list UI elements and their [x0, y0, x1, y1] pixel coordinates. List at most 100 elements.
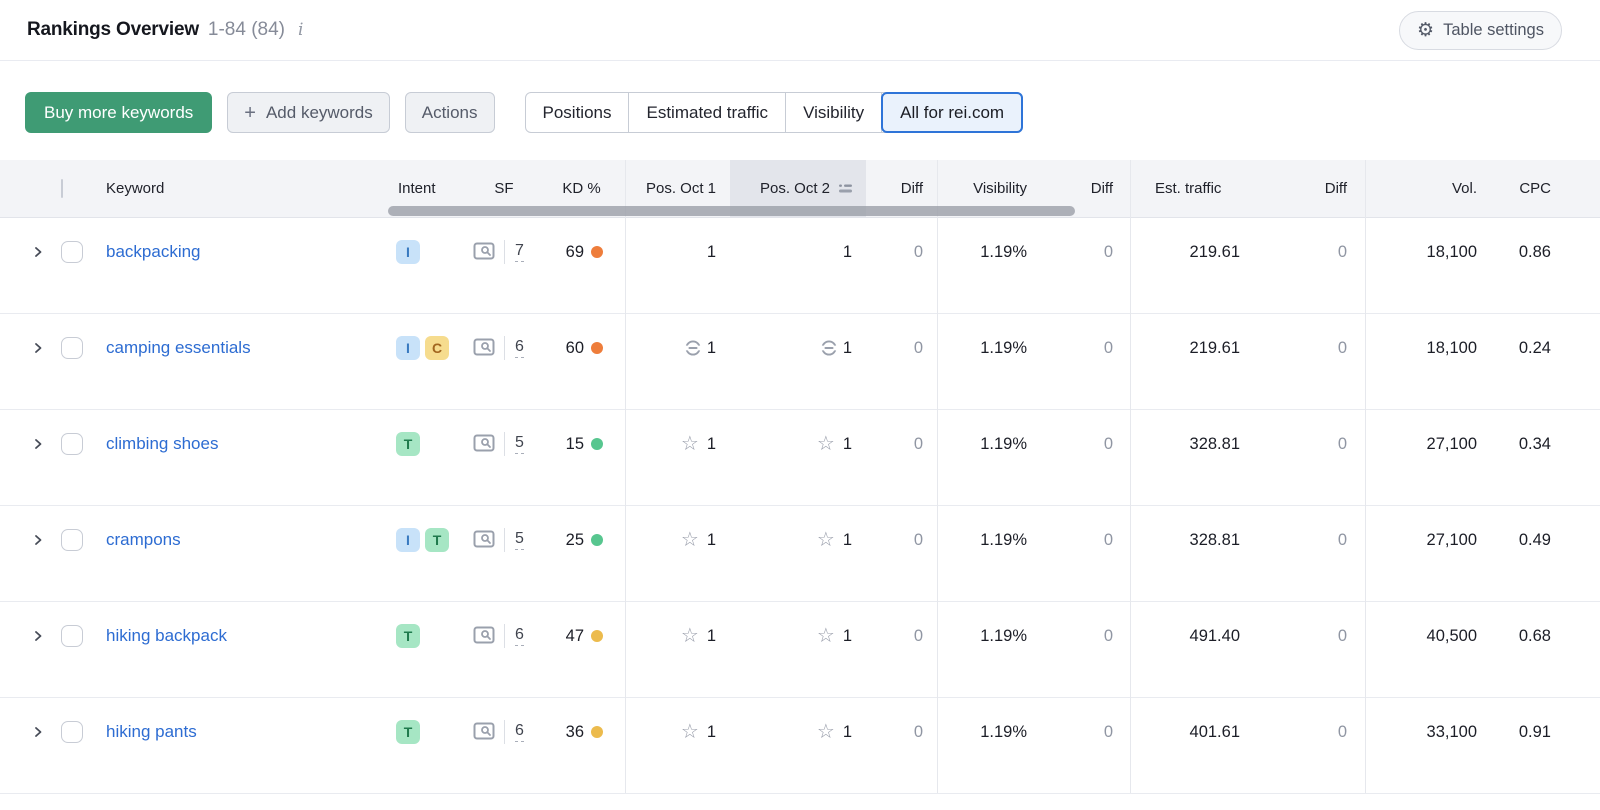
kd-dot — [591, 342, 603, 354]
sort-descending-icon — [839, 184, 852, 192]
divider — [504, 432, 505, 456]
volume-value: 18,100 — [1426, 338, 1477, 357]
star-icon: ☆ — [680, 529, 699, 551]
kd-dot — [591, 246, 603, 258]
page-title: Rankings Overview — [27, 19, 199, 40]
intent-badge-transactional[interactable]: T — [396, 720, 420, 744]
tab-all-for-domain[interactable]: All for rei.com — [881, 92, 1024, 133]
intent-badge-informational[interactable]: I — [396, 528, 420, 552]
table-row[interactable]: camping essentials I C 6 60 1 1 0 1.19% … — [0, 314, 1600, 410]
expand-chevron-icon[interactable] — [32, 534, 44, 546]
intent-badge-transactional[interactable]: T — [425, 528, 449, 552]
star-icon: ☆ — [680, 625, 699, 647]
gear-icon: ⚙ — [1417, 19, 1435, 41]
pos-diff-value: 0 — [913, 722, 923, 741]
expand-chevron-icon[interactable] — [32, 726, 44, 738]
row-checkbox[interactable] — [61, 337, 83, 359]
col-header-est-traffic[interactable]: Est. traffic — [1155, 180, 1222, 197]
keyword-link[interactable]: hiking pants — [106, 722, 197, 741]
pos-diff-value: 0 — [913, 434, 923, 453]
traffic-diff-value: 0 — [1337, 242, 1347, 261]
visibility-diff-value: 0 — [1103, 434, 1113, 453]
expand-chevron-icon[interactable] — [32, 438, 44, 450]
row-checkbox[interactable] — [61, 721, 83, 743]
table-row[interactable]: climbing shoes T 5 15 ☆ 1 ☆ 1 0 1.19% 0 32… — [0, 410, 1600, 506]
intent-badge-informational[interactable]: I — [396, 240, 420, 264]
serp-features-count[interactable]: 5 — [515, 530, 524, 550]
serp-features-icon — [473, 434, 495, 452]
keyword-link[interactable]: camping essentials — [106, 338, 251, 357]
col-header-cpc[interactable]: CPC — [1519, 180, 1551, 197]
visibility-value: 1.19% — [980, 722, 1027, 741]
intent-badge-informational[interactable]: I — [396, 336, 420, 360]
traffic-diff-value: 0 — [1337, 338, 1347, 357]
table-row[interactable]: hiking pants T 6 36 ☆ 1 ☆ 1 0 1.19% 0 401.… — [0, 698, 1600, 794]
horizontal-scrollbar[interactable] — [388, 206, 1075, 216]
row-checkbox[interactable] — [61, 625, 83, 647]
serp-features-count[interactable]: 6 — [515, 338, 524, 358]
intent-badge-transactional[interactable]: T — [396, 432, 420, 456]
expand-chevron-icon[interactable] — [32, 246, 44, 258]
keyword-link[interactable]: climbing shoes — [106, 434, 219, 453]
star-icon: ☆ — [816, 625, 835, 647]
pos-oct2-value: 1 — [842, 434, 852, 453]
serp-features-count[interactable]: 7 — [515, 242, 524, 262]
cpc-value: 0.86 — [1518, 242, 1551, 261]
col-header-pos-oct1[interactable]: Pos. Oct 1 — [645, 180, 716, 197]
intent-badge-commercial[interactable]: C — [425, 336, 449, 360]
col-header-volume[interactable]: Vol. — [1451, 180, 1477, 197]
serp-features-icon — [473, 626, 495, 644]
col-header-diff-pos[interactable]: Diff — [900, 180, 923, 197]
traffic-diff-value: 0 — [1337, 434, 1347, 453]
expand-chevron-icon[interactable] — [32, 342, 44, 354]
star-icon: ☆ — [680, 433, 699, 455]
serp-features-count[interactable]: 6 — [515, 722, 524, 742]
divider — [504, 528, 505, 552]
view-tabs: Positions Estimated traffic Visibility A… — [524, 92, 1024, 133]
rankings-table: Keyword Intent SF KD % Pos. Oct 1 Pos. O… — [0, 160, 1600, 794]
kd-value: 36 — [565, 722, 584, 741]
link-icon — [683, 340, 702, 356]
buy-more-keywords-button[interactable]: Buy more keywords — [25, 92, 213, 133]
col-header-intent[interactable]: Intent — [398, 180, 436, 197]
info-icon[interactable]: i — [298, 20, 304, 40]
tab-estimated-traffic[interactable]: Estimated traffic — [629, 93, 787, 132]
table-settings-button[interactable]: ⚙ Table settings — [1399, 10, 1562, 50]
add-keywords-button[interactable]: + Add keywords — [227, 92, 390, 133]
serp-features-icon — [473, 338, 495, 356]
kd-value: 69 — [565, 242, 584, 261]
keyword-link[interactable]: crampons — [106, 530, 181, 549]
actions-button[interactable]: Actions — [404, 92, 495, 133]
col-header-diff-visibility[interactable]: Diff — [1090, 180, 1113, 197]
table-row[interactable]: crampons I T 5 25 ☆ 1 ☆ 1 0 1.19% 0 328.81… — [0, 506, 1600, 602]
star-icon: ☆ — [680, 721, 699, 743]
serp-features-count[interactable]: 6 — [515, 626, 524, 646]
row-checkbox[interactable] — [61, 529, 83, 551]
tab-visibility[interactable]: Visibility — [786, 93, 883, 132]
col-header-diff-traffic[interactable]: Diff — [1324, 180, 1347, 197]
select-all-checkbox[interactable] — [61, 179, 63, 198]
pos-diff-value: 0 — [913, 530, 923, 549]
table-row[interactable]: hiking backpack T 6 47 ☆ 1 ☆ 1 0 1.19% 0 4… — [0, 602, 1600, 698]
est-traffic-value: 401.61 — [1189, 722, 1240, 741]
serp-features-count[interactable]: 5 — [515, 434, 524, 454]
row-checkbox[interactable] — [61, 241, 83, 263]
divider — [504, 240, 505, 264]
col-header-sf[interactable]: SF — [494, 180, 514, 197]
col-header-visibility[interactable]: Visibility — [973, 180, 1027, 197]
col-header-kd[interactable]: KD % — [562, 180, 601, 197]
volume-value: 18,100 — [1426, 242, 1477, 261]
tab-positions[interactable]: Positions — [526, 93, 630, 132]
keyword-link[interactable]: backpacking — [106, 242, 201, 261]
divider — [504, 624, 505, 648]
pos-oct1-value: 1 — [706, 338, 716, 357]
table-row[interactable]: backpacking I 7 69 1 1 0 1.19% 0 219.61 … — [0, 218, 1600, 314]
traffic-diff-value: 0 — [1337, 722, 1347, 741]
expand-chevron-icon[interactable] — [32, 630, 44, 642]
intent-badge-transactional[interactable]: T — [396, 624, 420, 648]
row-checkbox[interactable] — [61, 433, 83, 455]
col-header-keyword[interactable]: Keyword — [106, 180, 165, 197]
pos-oct1-value: 1 — [706, 626, 716, 645]
keyword-link[interactable]: hiking backpack — [106, 626, 227, 645]
